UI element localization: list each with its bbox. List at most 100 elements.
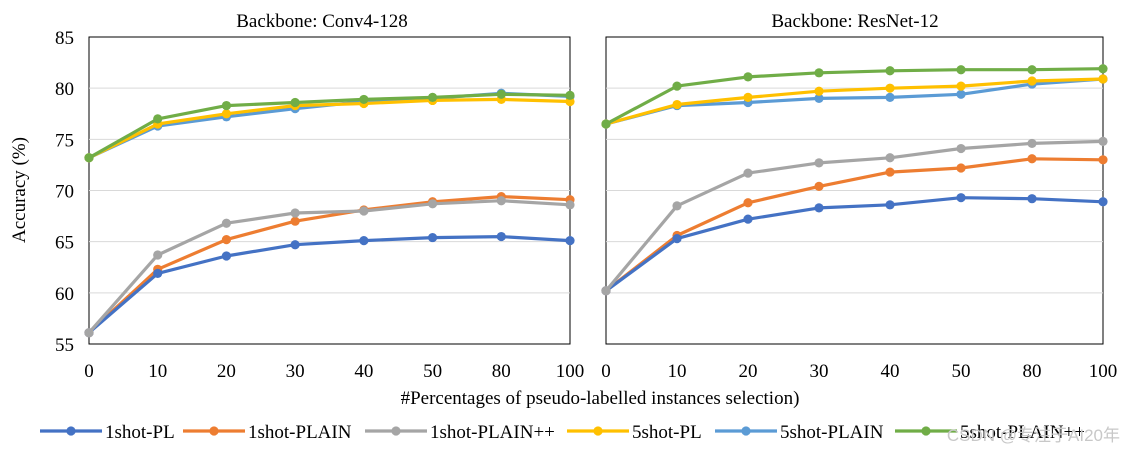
y-tick-labels: 55 60 65 70 75 80 85 [55,28,570,356]
data-point [427,199,438,209]
series-line-1shot-plain [87,195,571,334]
y-tick-label: 75 [55,130,74,151]
series-1shot-plain-plus-plus [601,136,1108,296]
x-tick-label: 10 [148,361,167,382]
series-line-1shot-plain-plus-plus [87,199,571,334]
x-tick-label: 50 [423,361,442,382]
legend-swatch-marker [209,426,219,436]
series-line-5shot-plain-plus-plus [88,92,571,160]
data-point [814,93,824,103]
data-point [672,81,682,91]
x-tick-label: 100 [1089,361,1118,382]
y-tick-label: 60 [55,284,74,305]
legend-label: 1shot-PLAIN [248,422,352,443]
data-point [956,65,966,75]
legend: 1shot-PL 1shot-PLAIN 1shot-PLAIN++ 5shot-PL… [40,422,1085,443]
panel-resnet-12: Backbone: ResNet-12 0 10 20 30 40 50 80 100 [601,11,1117,382]
data-point [956,163,966,173]
series-5shot-plain-plus-plus [84,89,575,163]
data-point [743,168,753,178]
x-tick-label: 80 [1023,361,1042,382]
x-tick-label: 80 [492,361,511,382]
panel-conv4-128: Backbone: Conv4-128 0 10 20 30 40 50 80 100 55 6… [55,11,584,382]
data-point [427,232,438,243]
data-point [290,208,300,218]
data-point [885,66,895,76]
data-point [672,99,682,110]
legend-label: 1shot-PL [105,422,175,443]
data-point [153,250,163,260]
data-point [153,114,163,124]
legend-label: 5shot-PLAIN++ [960,422,1085,443]
data-point [359,94,369,105]
x-tick-label: 20 [739,361,758,382]
data-point [1027,76,1037,86]
series-line-1shot-pl [605,196,1104,293]
legend-swatch-marker [741,426,751,436]
data-point [221,218,232,228]
data-point [743,92,753,102]
data-point [1098,155,1108,165]
data-point [885,83,895,93]
data-point [496,196,506,206]
series-line-5shot-pl [88,97,571,160]
x-tick-label: 20 [217,361,236,382]
x-tick-label: 30 [810,361,829,382]
data-point [601,119,611,129]
data-point [1098,64,1108,74]
series-lines-conv4 [84,88,575,338]
data-point [743,198,753,208]
panel-title-conv4: Backbone: Conv4-128 [236,11,408,32]
legend-item-5shot-plain: 5shot-PLAIN [715,422,884,443]
data-point [290,97,300,108]
data-point [359,206,369,216]
y-tick-label: 80 [55,79,74,100]
data-point [290,216,300,226]
legend-item-1shot-plain: 1shot-PLAIN [183,422,352,443]
data-point [672,233,682,244]
data-point [221,109,232,119]
x-tick-label: 10 [668,361,687,382]
x-axis-label: #Percentages of pseudo-labelled instance… [401,388,800,409]
data-point [885,153,895,163]
x-tick-labels-conv4: 0 10 20 30 40 50 80 100 [84,361,584,382]
legend-item-5shot-pl: 5shot-PL [567,422,702,443]
legend-label: 1shot-PLAIN++ [430,422,555,443]
series-1shot-plain [84,192,575,338]
data-point [743,214,753,224]
data-point [153,268,163,278]
data-point [496,89,506,99]
x-tick-label: 0 [601,361,611,382]
series-line-1shot-plain [605,157,1104,293]
data-point [290,240,300,250]
x-tick-label: 40 [881,361,900,382]
data-point [1098,74,1108,84]
series-1shot-pl [84,231,575,338]
y-tick-label: 70 [55,182,74,203]
data-point [601,286,611,296]
data-point [814,158,824,168]
y-tick-label: 85 [55,28,74,49]
data-point [1027,138,1037,149]
series-line-1shot-plain-plus-plus [604,139,1104,292]
x-tick-label: 40 [354,361,373,382]
data-point [814,203,824,213]
x-tick-label: 50 [952,361,971,382]
x-tick-label: 0 [84,361,94,382]
data-point [814,181,824,192]
data-point [1098,197,1108,207]
x-tick-label: 100 [556,361,585,382]
gridlines-resnet [606,87,1103,294]
watermark: CSDN @专注于AI20年 [947,426,1120,445]
series-line-1shot-pl [87,235,571,334]
data-point [84,153,94,163]
x-tick-labels-resnet: 0 10 20 30 40 50 80 100 [601,361,1117,382]
data-point [885,200,895,210]
data-point [565,200,575,210]
series-line-5shot-pl [605,77,1104,126]
x-tick-label: 30 [286,361,305,382]
panel-title-resnet: Backbone: ResNet-12 [771,11,938,32]
data-point [956,81,966,91]
series-line-5shot-plain [605,77,1104,126]
data-point [221,100,232,111]
